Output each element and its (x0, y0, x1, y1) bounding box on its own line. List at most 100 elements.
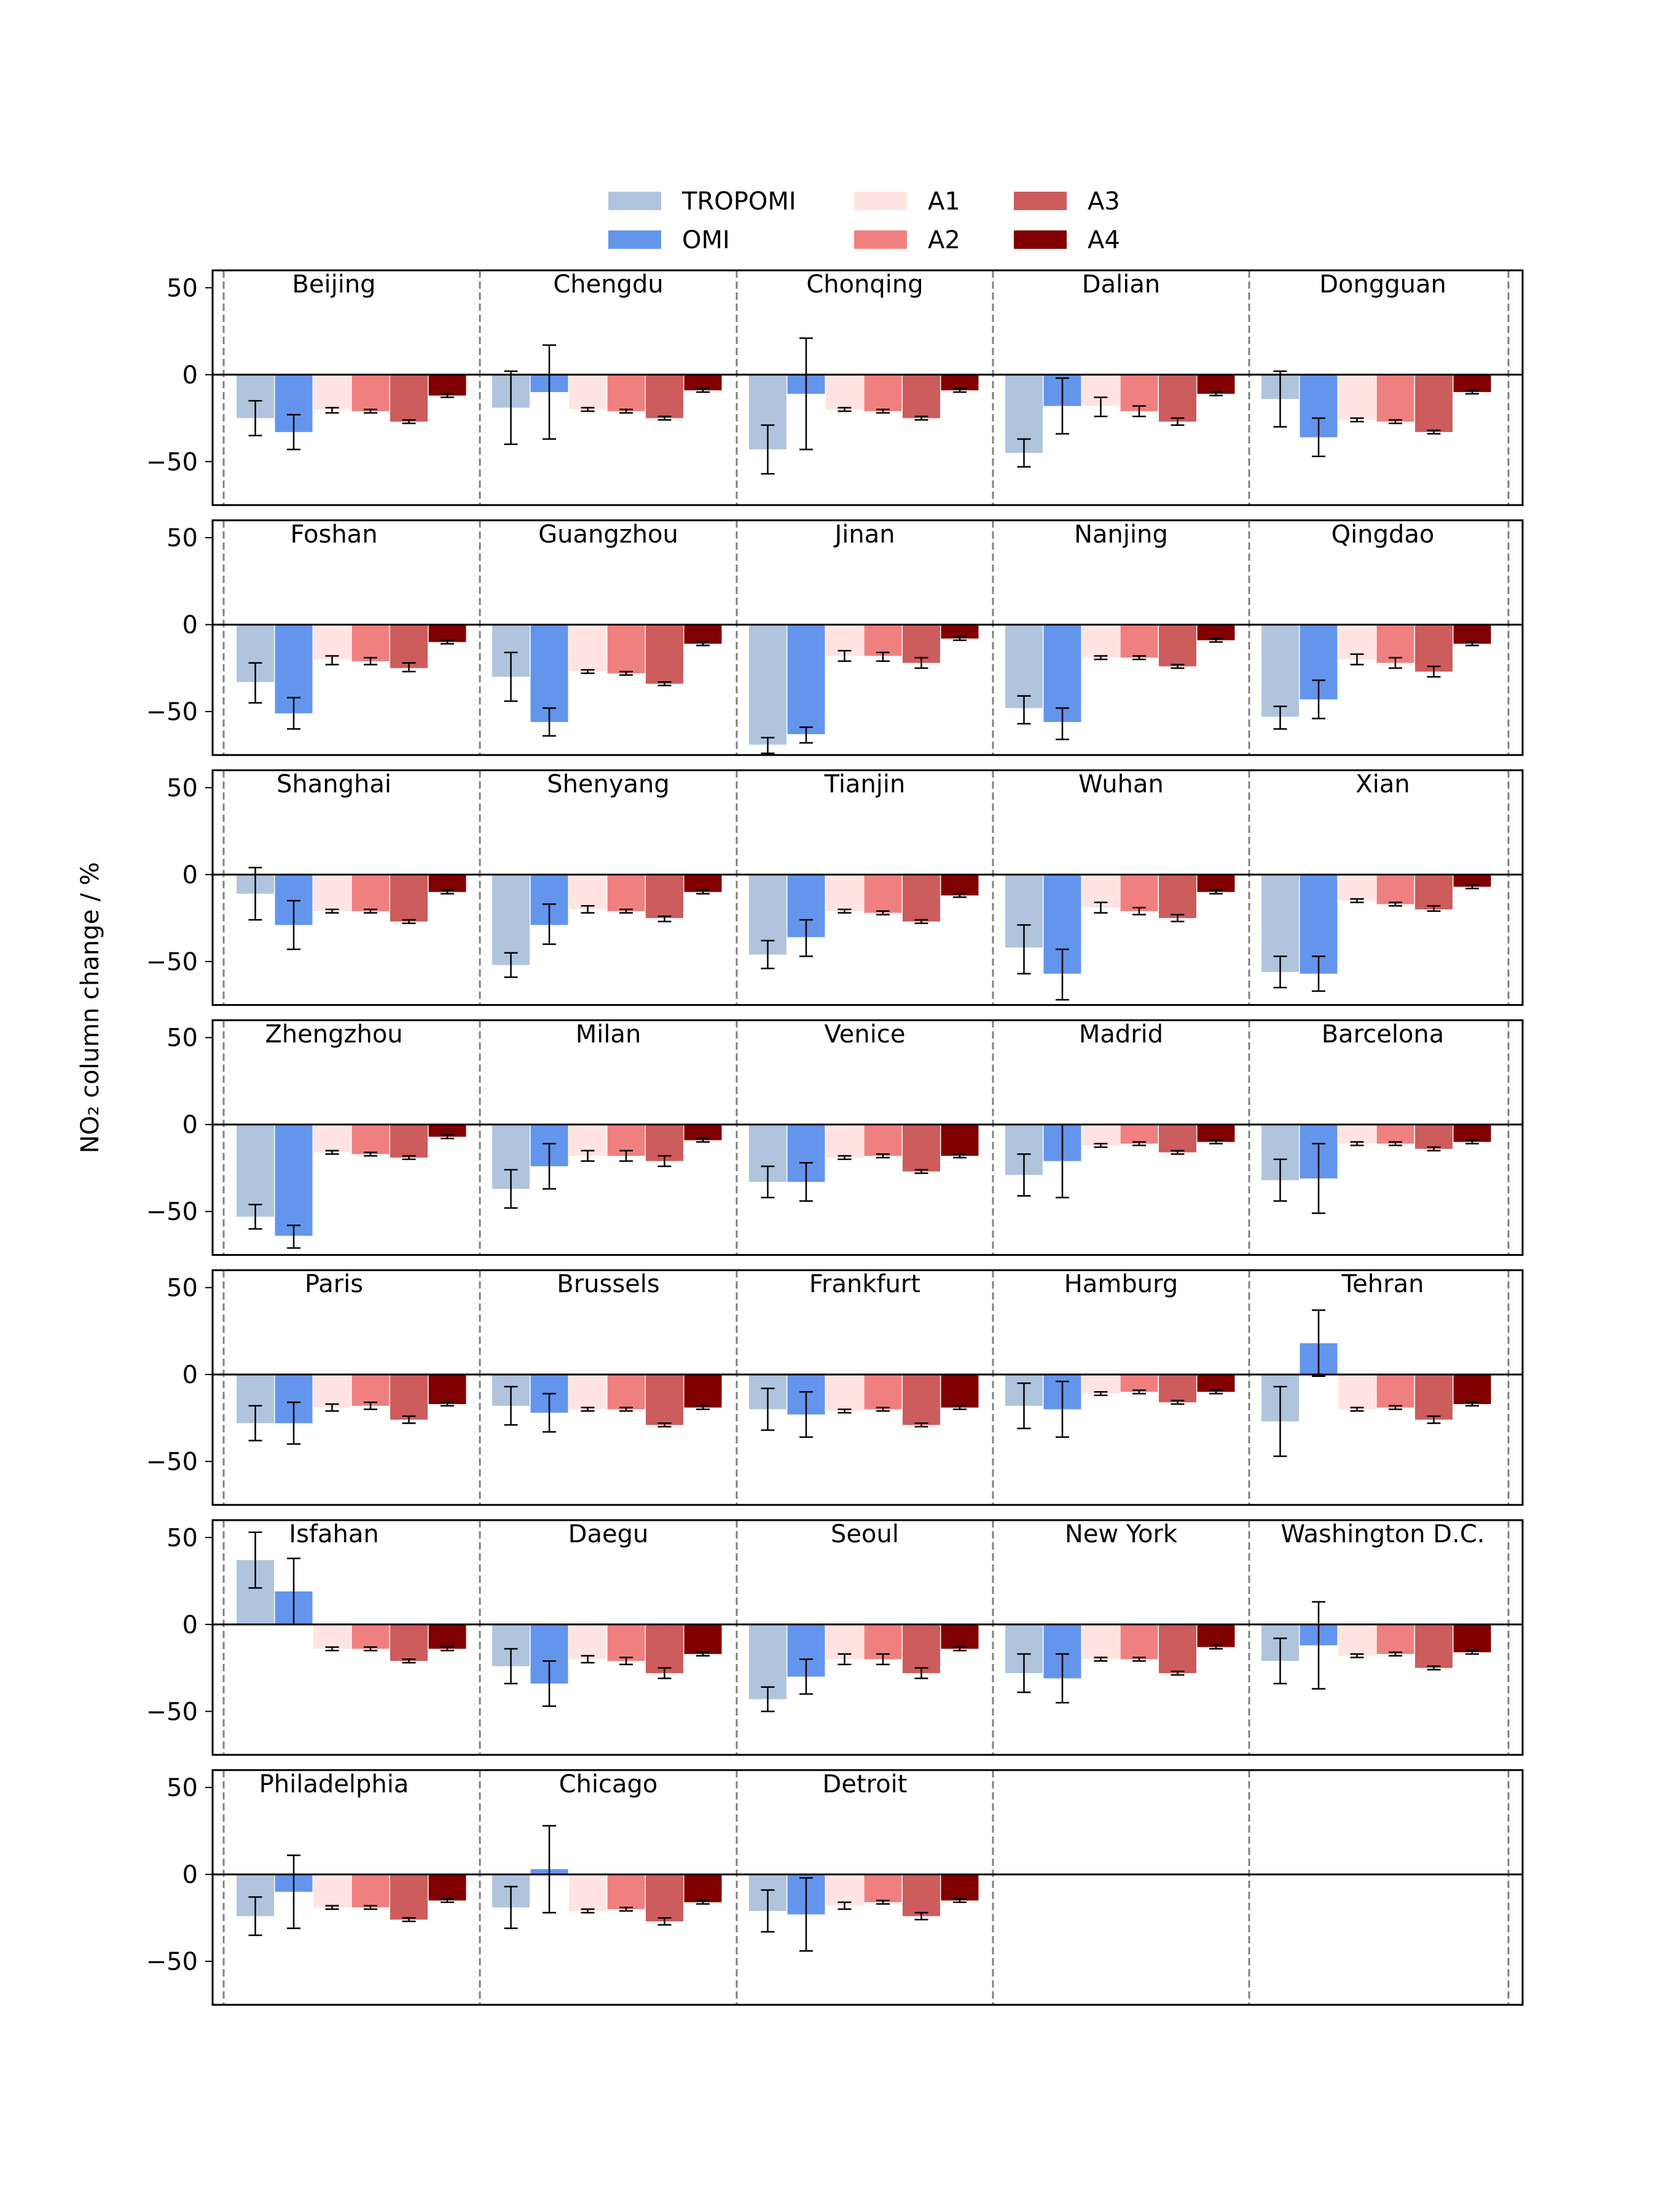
y-tick-label: 50 (167, 524, 198, 552)
bar-a1 (1338, 1624, 1376, 1656)
bar-a3 (1415, 874, 1453, 909)
y-tick-label: −50 (146, 1448, 198, 1476)
y-tick-label: 0 (182, 1861, 198, 1889)
y-tick-label: 0 (182, 1111, 198, 1139)
bar-a2 (864, 874, 902, 913)
y-tick-label: 0 (182, 1611, 198, 1639)
y-tick-label: −50 (146, 1698, 198, 1726)
bar-a4 (941, 374, 979, 391)
legend-swatch-a2 (854, 230, 907, 249)
city-panel-hamburg: Hamburg (1005, 1270, 1235, 1438)
city-panel-tehran: Tehran (1261, 1270, 1491, 1457)
bar-a4 (1453, 1374, 1491, 1405)
city-label: Dongguan (1319, 270, 1446, 299)
bar-a1 (1338, 1374, 1376, 1410)
legend-label-omi: OMI (682, 226, 730, 254)
bar-a3 (1159, 624, 1196, 667)
bar-a3 (390, 1374, 428, 1420)
city-label: Chonqing (806, 270, 923, 299)
city-label: Xian (1355, 771, 1410, 799)
bar-a2 (1376, 1374, 1414, 1408)
bar-a4 (941, 1874, 979, 1901)
bar-a2 (864, 624, 902, 656)
bar-a1 (569, 874, 606, 909)
city-label: Guangzhou (538, 520, 678, 549)
bar-a3 (646, 874, 683, 919)
bar-a1 (313, 1124, 351, 1153)
city-label: Tehran (1341, 1270, 1424, 1298)
bar-a4 (1453, 624, 1491, 644)
bar-a2 (351, 374, 390, 412)
bar-a2 (864, 1124, 902, 1156)
city-panel-beijing: Beijing (237, 270, 466, 450)
y-tick-label: 50 (167, 274, 198, 302)
city-panel-dongguan: Dongguan (1261, 270, 1491, 458)
city-panel-chonqing: Chonqing (749, 270, 979, 475)
city-label: Shenyang (547, 771, 670, 799)
bar-a4 (428, 1624, 466, 1649)
bar-a1 (826, 874, 863, 911)
bar-a4 (1453, 874, 1491, 887)
bar-a1 (569, 374, 606, 410)
bar-a4 (1197, 374, 1235, 394)
bar-a2 (864, 1874, 902, 1902)
y-tick-label: 50 (167, 1274, 198, 1302)
bar-a3 (646, 374, 683, 418)
bar-a2 (351, 874, 390, 911)
y-tick-label: 0 (182, 611, 198, 640)
panel-row-3: 50 0 −50 Shanghai Shenyang Tianjin Wuhan Xian (146, 769, 1524, 1006)
city-label: Nanjing (1074, 520, 1168, 549)
bar-a2 (351, 1374, 390, 1406)
panel-frame (211, 1519, 1524, 1756)
bar-a3 (1415, 1124, 1453, 1149)
bar-a4 (428, 874, 466, 892)
bar-a3 (1159, 874, 1196, 919)
bar-a4 (1453, 1124, 1491, 1142)
bar-a3 (903, 1124, 940, 1172)
bar-a3 (1159, 374, 1196, 422)
legend-label-tropomi: TROPOMI (681, 187, 796, 216)
city-panel-nanjing: Nanjing (1005, 520, 1235, 740)
bar-a3 (903, 1624, 940, 1674)
bar-a1 (569, 1874, 606, 1911)
city-label: Isfahan (289, 1520, 378, 1548)
bar-a1 (313, 1874, 351, 1908)
panel-row-6: 50 0 −50 Isfahan Daegu Seoul New York Washingto… (146, 1519, 1524, 1756)
y-tick-label: −50 (146, 448, 198, 476)
legend-label-a4: A4 (1088, 226, 1120, 254)
bar-a4 (428, 1124, 466, 1137)
bar-a3 (646, 624, 683, 684)
bar-a1 (569, 1624, 606, 1660)
bar-a4 (428, 624, 466, 642)
city-panel-madrid: Madrid (1005, 1020, 1235, 1199)
city-label: Daegu (568, 1520, 649, 1548)
panel-row-5: 50 0 −50 Paris Brussels Frankfurt Hamburg Tehra… (146, 1269, 1524, 1506)
city-panel-isfahan: Isfahan (237, 1520, 466, 1664)
bar-a1 (826, 1874, 863, 1906)
bar-a2 (1376, 874, 1414, 904)
bar-a1 (826, 1374, 863, 1411)
bar-a1 (1338, 374, 1376, 420)
city-panel-qingdao: Qingdao (1261, 520, 1491, 730)
city-panel-detroit: Detroit (749, 1770, 979, 1952)
city-label: Tianjin (824, 771, 906, 799)
legend-label-a3: A3 (1088, 187, 1120, 216)
city-panel-daegu: Daegu (492, 1520, 722, 1708)
bar-a3 (903, 1374, 940, 1426)
bar-a1 (1082, 1624, 1120, 1660)
bar-a2 (351, 1874, 390, 1908)
y-tick-label: 50 (167, 1774, 198, 1802)
bar-a4 (1197, 874, 1235, 892)
bar-a2 (1376, 624, 1414, 663)
panel-frame (211, 1769, 1524, 2006)
bar-a1 (313, 374, 351, 410)
bar-a1 (1338, 1124, 1376, 1144)
legend-label-a2: A2 (928, 226, 960, 254)
bar-a1 (826, 374, 863, 410)
bar-tropomi (749, 624, 786, 745)
city-panel-xian: Xian (1261, 771, 1491, 992)
y-tick-label: −50 (146, 698, 198, 726)
y-axis-label: NO₂ column change / % (76, 862, 104, 1153)
city-panel-zhengzhou: Zhengzhou (237, 1020, 466, 1249)
bar-a3 (903, 624, 940, 663)
